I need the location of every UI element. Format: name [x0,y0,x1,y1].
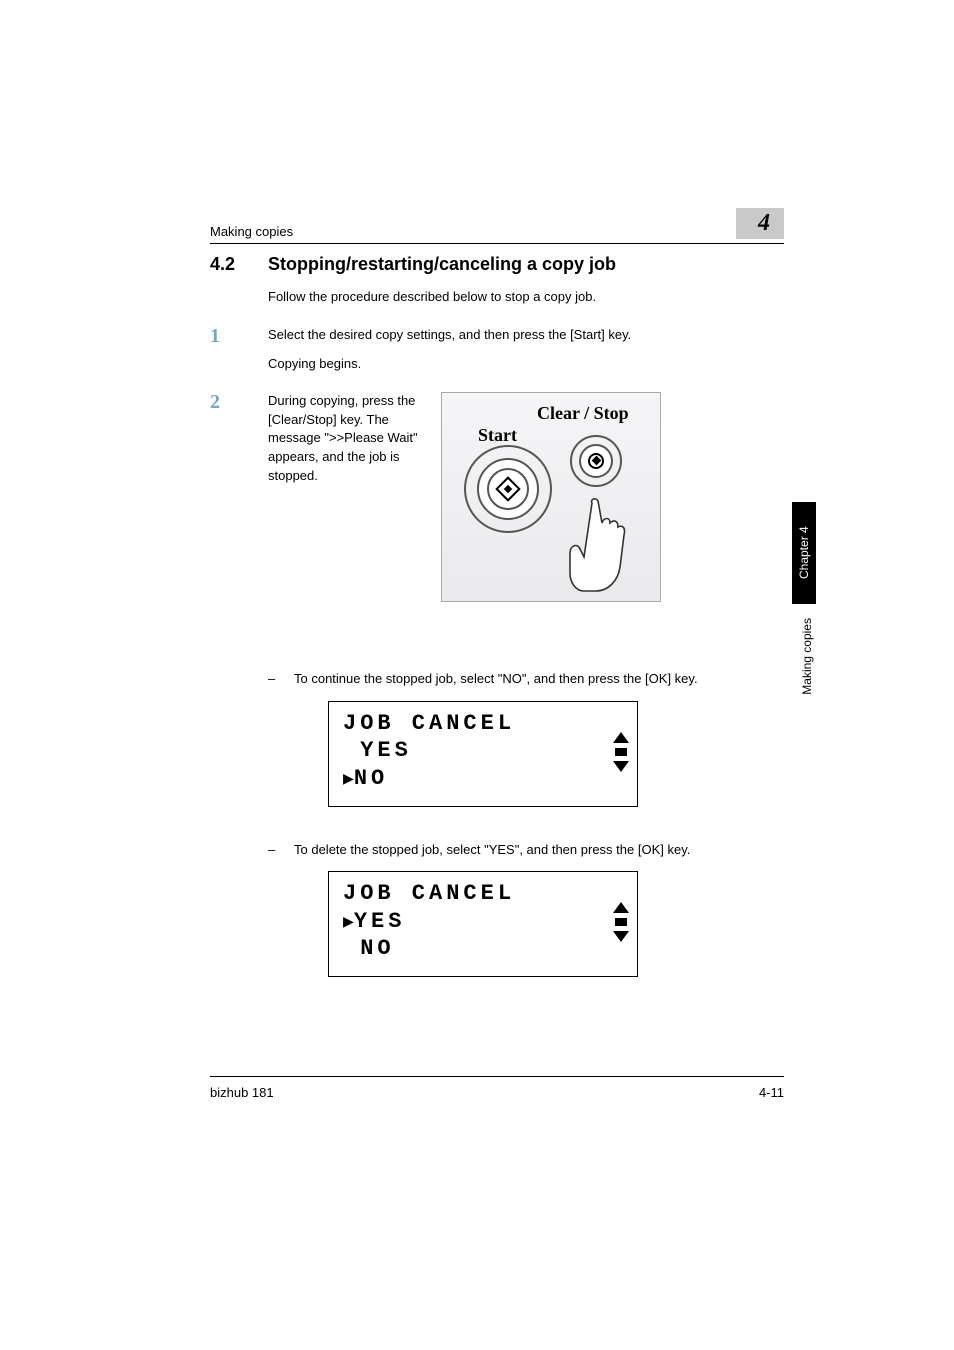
bullet-text: To delete the stopped job, select "YES",… [294,841,690,860]
clear-stop-label: Clear / Stop [537,403,629,424]
page-header: Making copies 4 [210,208,784,244]
clear-stop-button-icon [570,435,622,487]
step-2-row: During copying, press the [Clear/Stop] k… [268,392,661,602]
section-title: Stopping/restarting/canceling a copy job [268,254,616,275]
step-1: 1 Select the desired copy settings, and … [210,326,784,374]
lcd-title: JOB CANCEL [343,880,627,908]
section-heading: 4.2 Stopping/restarting/canceling a copy… [210,254,784,275]
section-intro: Follow the procedure described below to … [268,289,784,304]
bullet-continue: – To continue the stopped job, select "N… [268,670,784,689]
lcd-option: NO [343,935,627,963]
lcd-option: YES [343,737,627,765]
bullet-dash: – [268,670,294,689]
hand-icon [562,495,642,595]
bullet-text: To continue the stopped job, select "NO"… [294,670,698,689]
content: 4.2 Stopping/restarting/canceling a copy… [210,254,784,977]
bullet-dash: – [268,841,294,860]
footer-page: 4-11 [759,1085,784,1100]
lcd-option-selected: ▶YES [343,908,627,936]
control-panel-illustration: Clear / Stop Start [441,392,661,602]
side-label: Making copies [800,618,814,695]
scroll-indicator-icon [613,732,629,772]
bullet-delete: – To delete the stopped job, select "YES… [268,841,784,860]
start-button-icon [464,445,552,533]
step-2: 2 During copying, press the [Clear/Stop]… [210,392,784,652]
step-number: 1 [210,326,268,374]
step-text: Copying begins. [268,355,784,374]
footer-model: bizhub 181 [210,1085,274,1100]
step-text: Select the desired copy settings, and th… [268,326,784,345]
page: Making copies 4 Chapter 4 Making copies … [0,0,954,1350]
lcd-screen-no: JOB CANCEL YES ▶NO [328,701,638,807]
lcd-option-selected: ▶NO [343,765,627,793]
section-number: 4.2 [210,254,268,275]
lcd-screen-yes: JOB CANCEL ▶YES NO [328,871,638,977]
scroll-indicator-icon [613,902,629,942]
lcd-title: JOB CANCEL [343,710,627,738]
chapter-badge: 4 [736,208,784,239]
header-section: Making copies [210,224,293,239]
side-tab: Chapter 4 [792,502,816,604]
step-text: During copying, press the [Clear/Stop] k… [268,392,423,602]
step-body: Select the desired copy settings, and th… [268,326,784,374]
page-footer: bizhub 181 4-11 [210,1076,784,1100]
step-number: 2 [210,392,268,652]
start-label: Start [478,425,517,446]
